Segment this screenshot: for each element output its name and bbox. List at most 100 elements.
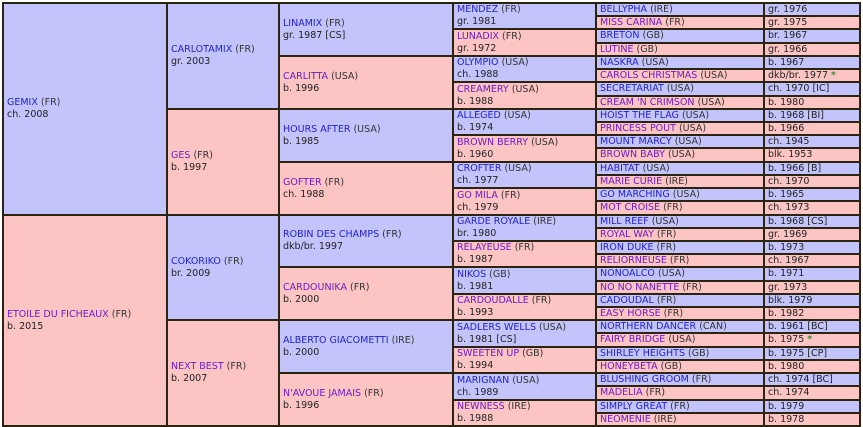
horse-name-link[interactable]: ROBIN DES CHAMPS: [283, 229, 380, 240]
ancestor-gen5-info-cell: b. 1975 *: [763, 332, 861, 348]
horse-name-link[interactable]: HABITAT: [600, 162, 640, 174]
horse-name-link[interactable]: CROFTER: [457, 163, 502, 174]
horse-name-link[interactable]: N'AVOUE JAMAIS: [283, 387, 362, 399]
country-code: (FR): [665, 16, 685, 28]
horse-info: b. 1966: [768, 122, 805, 134]
horse-name-link[interactable]: SECRETARIAT: [600, 83, 664, 94]
ancestor-gen4-cell: BROWN BERRY (USA) b. 1960: [452, 134, 597, 163]
horse-name-link[interactable]: BROWN BERRY: [457, 136, 529, 148]
horse-name-link[interactable]: CREAM 'N CRIMSON: [600, 96, 695, 108]
horse-name-link[interactable]: ROYAL WAY: [600, 228, 654, 240]
horse-name-line: NIKOS (GB): [457, 269, 592, 281]
country-code: (FR): [501, 4, 521, 15]
horse-name-link[interactable]: MARIGNAN: [457, 374, 510, 386]
horse-name-link[interactable]: MARIE CURIE: [600, 175, 663, 187]
horse-name-link[interactable]: LINAMIX: [283, 17, 323, 29]
horse-name-line: GEMIX (FR): [7, 97, 163, 109]
horse-name-link[interactable]: OLYMPIO: [457, 57, 499, 68]
horse-name-link[interactable]: MENDEZ: [457, 4, 499, 15]
horse-name-link[interactable]: GARDE ROYALE: [457, 216, 531, 227]
horse-name-link[interactable]: MILL REEF: [600, 215, 649, 227]
horse-name-link[interactable]: GOFTER: [283, 176, 322, 188]
horse-name-line: COKORIKO (FR): [171, 256, 275, 268]
ancestor-gen4-cell: NIKOS (GB) b. 1981: [452, 266, 597, 295]
horse-name-link[interactable]: NEWNESS: [457, 401, 505, 412]
horse-name-link[interactable]: CADOUDAL: [600, 294, 654, 306]
country-code: (FR): [223, 255, 244, 267]
ancestor-gen5-name-cell: SHIRLEY HEIGHTS (GB): [595, 346, 765, 361]
horse-name-link[interactable]: COKORIKO: [171, 255, 221, 267]
horse-name-link[interactable]: MOT CROISE: [600, 202, 661, 213]
horse-name-link[interactable]: FAIRY BRIDGE: [600, 334, 666, 345]
horse-name-link[interactable]: GES: [171, 150, 191, 161]
horse-name-line: CARLITTA (USA): [283, 71, 449, 83]
horse-name-link[interactable]: MISS CARINA: [600, 16, 663, 28]
ancestor-gen3-cell: GOFTER (FR) ch. 1988: [278, 161, 454, 216]
ancestor-gen3-cell: CARDOUNIKA (FR) b. 2000: [278, 266, 454, 321]
horse-name-link[interactable]: ETOILE DU FICHEAUX: [7, 308, 109, 320]
horse-info: b. 1961 [BC]: [768, 320, 828, 332]
horse-name-link[interactable]: CARDOUDALLE: [457, 295, 529, 306]
horse-name-line: HOURS AFTER (USA): [283, 124, 449, 136]
horse-info: blk. 1953: [768, 149, 813, 160]
horse-name-link[interactable]: HOURS AFTER: [283, 123, 351, 135]
horse-name-link[interactable]: BLUSHING GROOM: [600, 373, 689, 385]
ancestor-gen4-cell: RELAYEUSE (FR) b. 1987: [452, 240, 597, 268]
horse-name-link[interactable]: GO MARCHING: [600, 188, 670, 200]
horse-name-link[interactable]: MOUNT MARCY: [600, 135, 672, 147]
horse-info: ch. 1973: [768, 202, 810, 213]
horse-name-line: ETOILE DU FICHEAUX (FR): [7, 309, 163, 321]
horse-name-link[interactable]: RELAYEUSE: [457, 242, 512, 253]
horse-name-link[interactable]: SHIRLEY HEIGHTS: [600, 347, 685, 359]
horse-name-link[interactable]: NEXT BEST: [171, 361, 224, 372]
horse-name-link[interactable]: SWEETEN UP: [457, 348, 520, 359]
horse-name-link[interactable]: ALBERTO GIACOMETTI: [283, 334, 389, 346]
horse-info: gr. 1981: [457, 16, 497, 27]
horse-name-link[interactable]: BROWN BABY: [600, 149, 665, 160]
horse-info: ch. 2008: [7, 109, 49, 120]
horse-name-link[interactable]: ALLEGED: [457, 110, 501, 121]
horse-name-link[interactable]: IRON DUKE: [600, 241, 654, 253]
horse-name-link[interactable]: SIMPLY GREAT: [600, 400, 668, 412]
horse-info: gr. 1972: [457, 42, 497, 54]
horse-name-link[interactable]: PRINCESS POUT: [600, 122, 676, 134]
horse-name-link[interactable]: SADLERS WELLS: [457, 321, 536, 333]
horse-info: b. 2015: [7, 320, 44, 332]
horse-name-link[interactable]: EASY HORSE: [600, 307, 661, 319]
country-code: (IRE): [533, 216, 557, 227]
horse-name-link[interactable]: RELIORNEUSE: [600, 254, 667, 266]
country-code: (GB): [636, 43, 658, 55]
horse-info: dkb/br. 1997: [283, 241, 344, 252]
horse-name-link[interactable]: HOIST THE FLAG: [600, 109, 679, 121]
horse-name-link[interactable]: LUTINE: [600, 43, 634, 55]
ancestor-gen3-cell: ROBIN DES CHAMPS (FR) dkb/br. 1997: [278, 214, 454, 268]
horse-name-link[interactable]: NASKRA: [600, 56, 639, 68]
horse-name-link[interactable]: LUNADIX: [457, 30, 500, 42]
horse-name-link[interactable]: NO NO NANETTE: [600, 281, 680, 293]
horse-name-link[interactable]: MADELIA: [600, 387, 643, 398]
horse-name-line: BROWN BERRY (USA): [457, 137, 592, 149]
horse-name-link[interactable]: HONEYBETA: [600, 360, 658, 372]
horse-info: b. 1971: [768, 268, 805, 279]
horse-info: b. 1996: [283, 82, 320, 94]
horse-name-link[interactable]: CAROLS CHRISTMAS: [600, 69, 698, 81]
horse-name-link[interactable]: BRETON: [600, 30, 640, 41]
horse-name-link[interactable]: NIKOS: [457, 268, 487, 280]
horse-name-link[interactable]: NORTHERN DANCER: [600, 320, 697, 332]
country-code: (IRE): [653, 413, 677, 425]
horse-name-link[interactable]: CARLOTAMIX: [171, 44, 233, 55]
horse-name-link[interactable]: NEOMENIE: [600, 413, 651, 425]
horse-name-link[interactable]: NONOALCO: [600, 268, 655, 279]
horse-name-link[interactable]: CARDOUNIKA: [283, 281, 347, 293]
horse-info: b. 1968 [CS]: [768, 215, 828, 227]
horse-name-line: GES (FR): [171, 150, 275, 162]
country-code: (USA): [657, 268, 686, 279]
horse-name-line: RELAYEUSE (FR): [457, 242, 592, 254]
horse-info: b. 1965: [768, 188, 805, 200]
horse-name-link[interactable]: CARLITTA: [283, 70, 329, 82]
horse-name-link[interactable]: GO MILA: [457, 189, 498, 201]
horse-name-link[interactable]: GEMIX: [7, 97, 38, 108]
horse-name-link[interactable]: CREAMERY: [457, 83, 509, 95]
horse-name-link[interactable]: BELLYPHA: [600, 3, 648, 15]
country-code: (FR): [669, 254, 690, 266]
